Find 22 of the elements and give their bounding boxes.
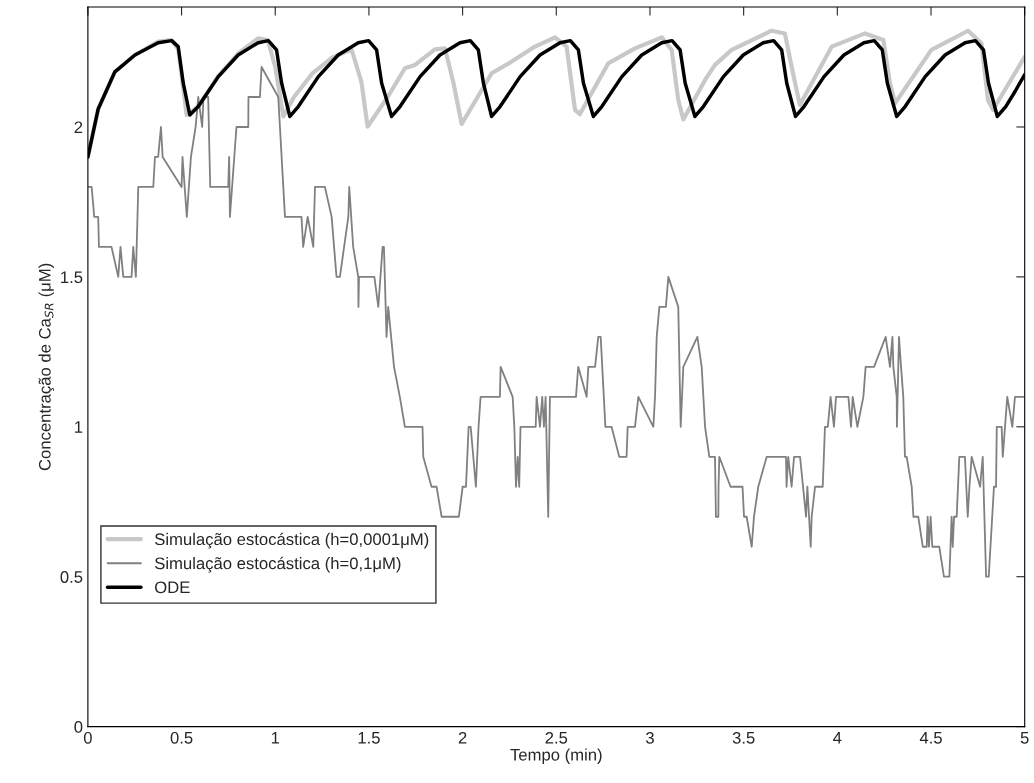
x-tick-label: 3.5 <box>732 731 755 744</box>
x-tick-label: 2.5 <box>545 731 568 744</box>
x-axis-title: Tempo (min) <box>510 748 602 764</box>
x-tick-label: 4.5 <box>919 732 942 744</box>
x-tick-label: 4 <box>833 732 842 744</box>
x-tick-label: 1 <box>271 732 280 744</box>
y-tick-label: 1.5 <box>61 271 83 284</box>
x-tick-label: 3 <box>645 731 654 744</box>
y-tick-label: 2 <box>74 121 83 134</box>
y-tick-label: 1 <box>75 421 83 433</box>
legend-label: Simulação estocástica (h=0,0001μM) <box>155 532 429 549</box>
x-tick-label: 2 <box>458 731 467 744</box>
x-tick-label: 5 <box>1020 732 1029 744</box>
legend-label: Simulação estocástica (h=0,1μM) <box>155 556 401 573</box>
x-tick-label: 0.5 <box>170 731 193 744</box>
line-series <box>87 66 1025 578</box>
x-tick-label: 1.5 <box>358 732 380 744</box>
x-tick-label: 0 <box>83 731 92 744</box>
legend-label: ODE <box>155 581 190 594</box>
y-tick-label: 0 <box>74 721 83 733</box>
y-tick-label: 0.5 <box>60 571 83 583</box>
y-axis-title: Concentração de Ca$_{SR}$ (μM) <box>38 263 55 471</box>
